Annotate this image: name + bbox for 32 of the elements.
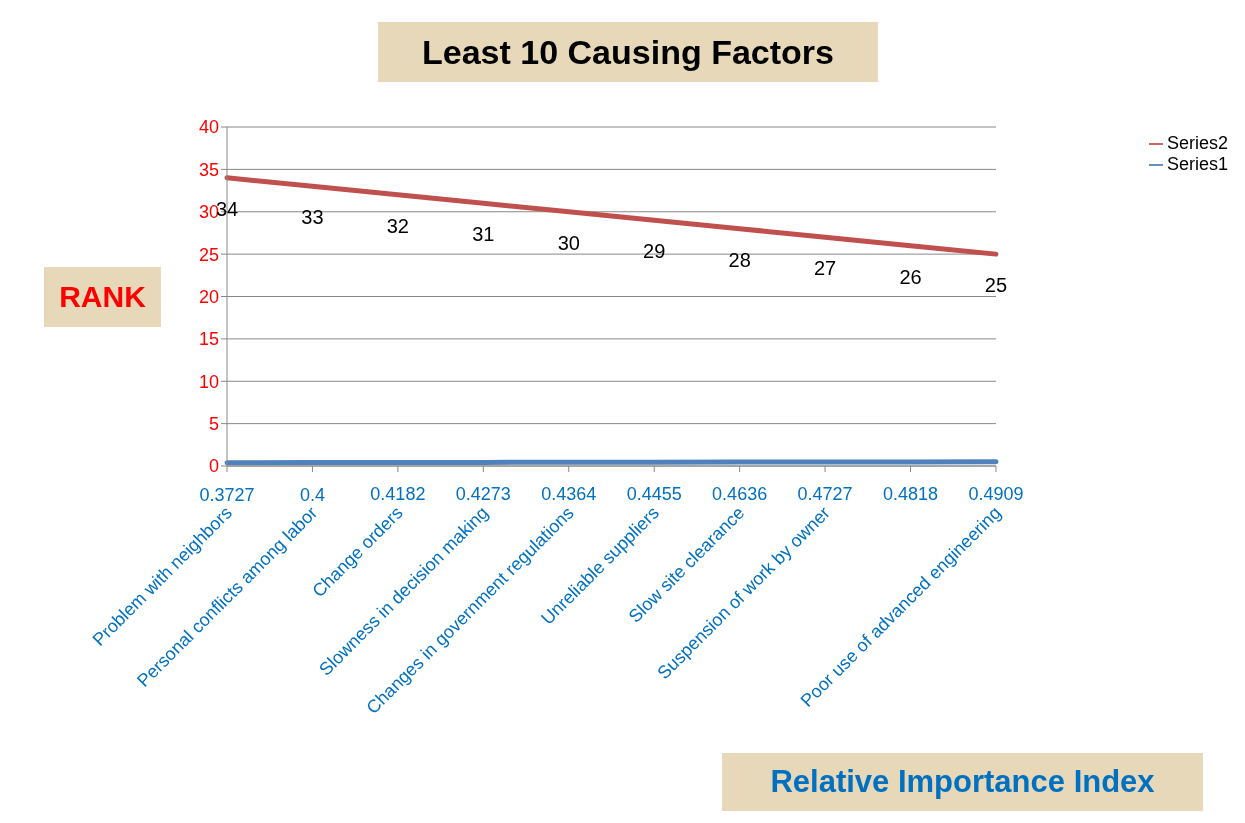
legend-label: Series2 bbox=[1166, 133, 1228, 153]
data-label: 0.4364 bbox=[541, 484, 597, 505]
data-label: 31 bbox=[472, 223, 495, 246]
y-tick-label: 35 bbox=[198, 159, 219, 180]
data-label: 28 bbox=[728, 248, 751, 271]
data-label: 0.4182 bbox=[370, 484, 426, 505]
y-tick-label: 10 bbox=[198, 371, 219, 392]
data-label: 27 bbox=[813, 257, 837, 280]
chart-title: Least 10 Causing Factors bbox=[378, 22, 878, 82]
y-tick-label: 40 bbox=[198, 117, 219, 138]
data-label: 26 bbox=[899, 265, 922, 288]
data-label: 33 bbox=[301, 206, 324, 229]
y-tick-label: 25 bbox=[198, 244, 219, 265]
x-axis-title: Relative Importance Index bbox=[722, 753, 1203, 811]
legend-label: Series1 bbox=[1166, 154, 1228, 174]
data-label: 0.3727 bbox=[199, 484, 255, 505]
y-axis-title: RANK bbox=[44, 267, 161, 327]
y-tick-label: 15 bbox=[198, 329, 219, 350]
data-label: 0.4636 bbox=[712, 484, 768, 505]
data-label: 0.4818 bbox=[883, 483, 939, 504]
data-label: 0.4909 bbox=[968, 483, 1024, 504]
data-label: 29 bbox=[643, 240, 666, 263]
data-label: 32 bbox=[386, 214, 410, 237]
data-label: 30 bbox=[557, 231, 580, 254]
data-label: 0.4273 bbox=[455, 484, 511, 505]
data-label: 0.4727 bbox=[797, 483, 853, 504]
data-label: 25 bbox=[984, 274, 1008, 297]
data-label: 0.4455 bbox=[626, 484, 682, 505]
y-tick-label: 5 bbox=[208, 414, 219, 435]
y-tick-label: 0 bbox=[208, 456, 219, 477]
data-label: 0.4 bbox=[299, 484, 325, 505]
y-tick-label: 20 bbox=[198, 286, 219, 307]
